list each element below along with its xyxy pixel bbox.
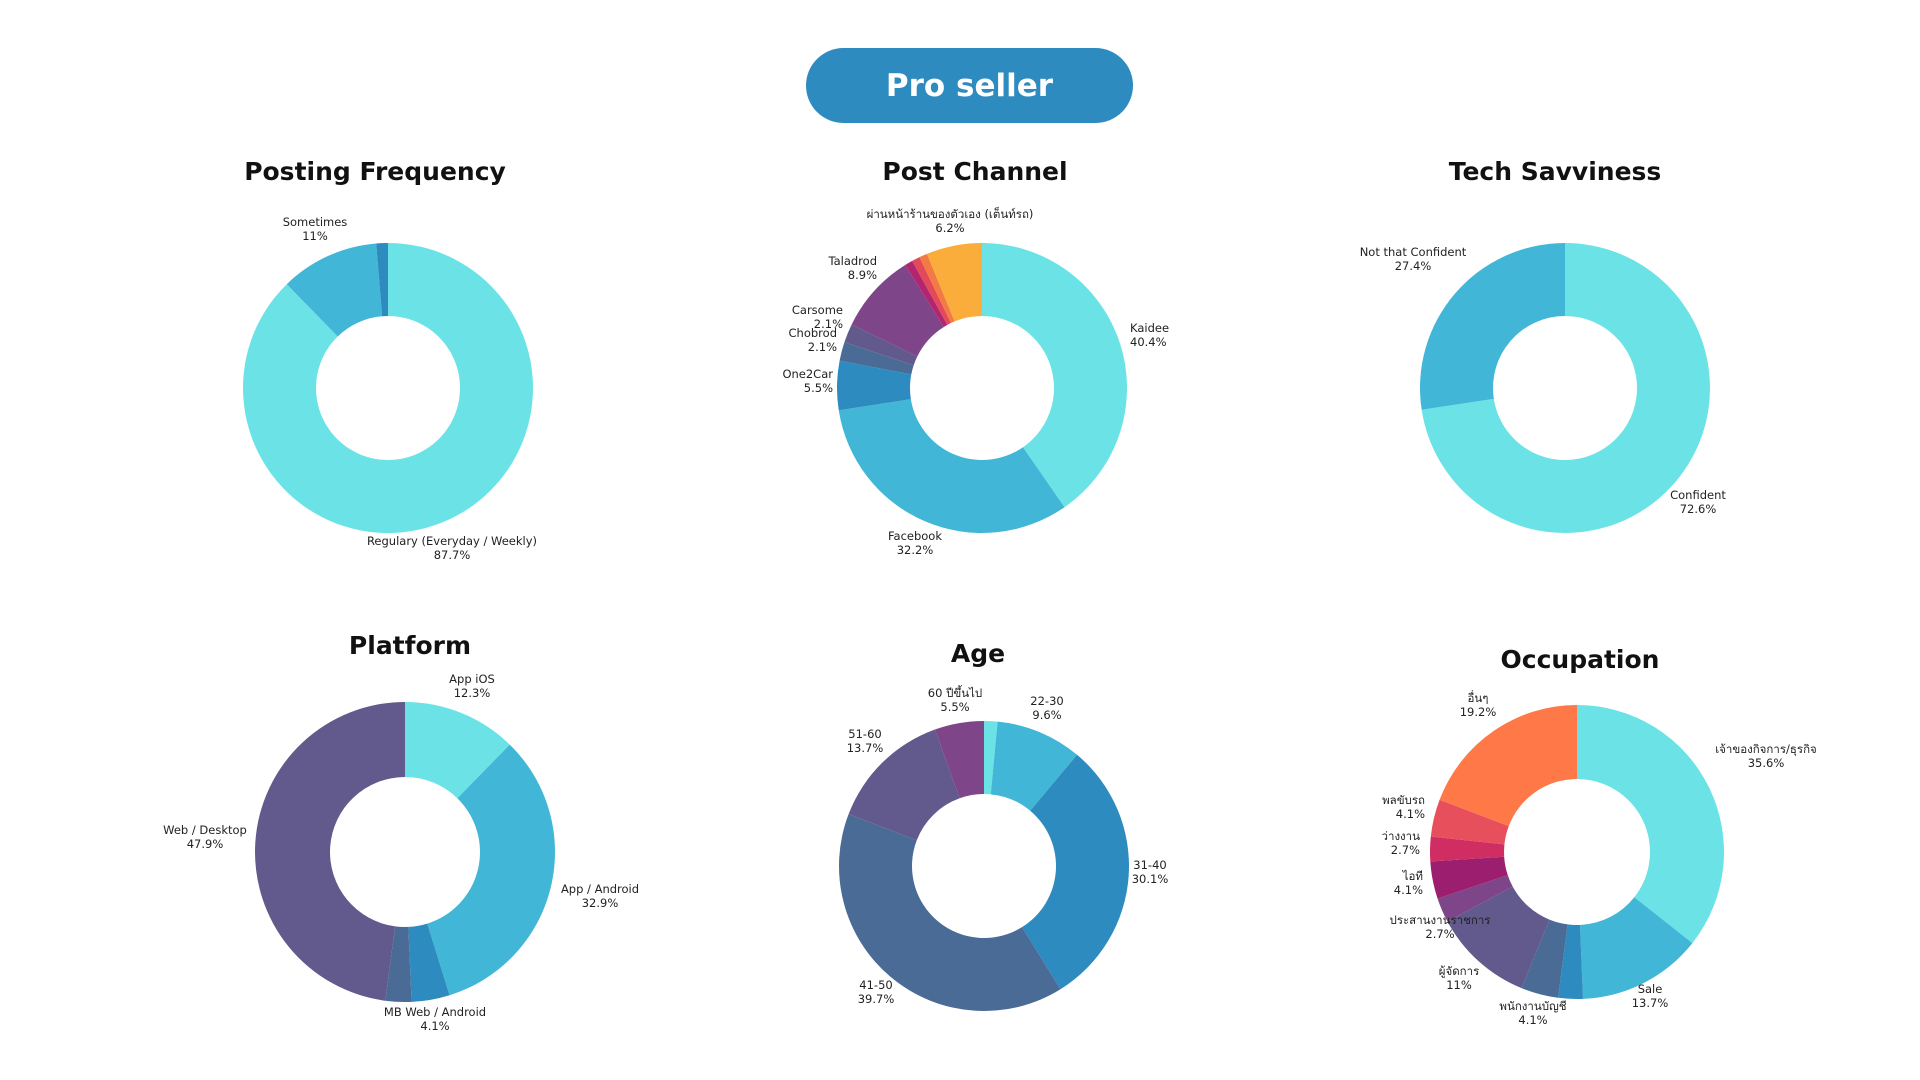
posting-frequency-title: Posting Frequency bbox=[244, 157, 506, 186]
post-channel-label-one2car: One2Car 5.5% bbox=[782, 367, 833, 395]
tech-savviness-label-confident: Confident 72.6% bbox=[1670, 488, 1726, 516]
platform-label-mb-web-android: MB Web / Android 4.1% bbox=[384, 1005, 486, 1033]
occupation-title: Occupation bbox=[1501, 645, 1660, 674]
occupation-chart: Occupation เจ้าของกิจการ/ธุรกิจ 35.6% Sale 1… bbox=[1382, 645, 1817, 1027]
platform-label-app-android: App / Android 32.9% bbox=[561, 882, 639, 910]
occupation-label-segment-3: พนักงานบัญชี 4.1% bbox=[1499, 999, 1566, 1027]
posting-frequency-label-regulary-everyday-weekly: Regulary (Everyday / Weekly) 87.7% bbox=[367, 534, 537, 562]
age-title: Age bbox=[951, 639, 1005, 668]
age-label-22-30: 22-30 9.6% bbox=[1030, 694, 1063, 722]
occupation-slice-segment-0 bbox=[1577, 705, 1724, 943]
tech-savviness-label-not-that-confident: Not that Confident 27.4% bbox=[1360, 245, 1467, 273]
post-channel-label-segment-9: ผ่านหน้าร้านของตัวเอง (เต็นท์รถ) 6.2% bbox=[867, 206, 1034, 235]
age-label-31-40: 31-40 30.1% bbox=[1132, 858, 1169, 886]
post-channel-label-taladrod: Taladrod 8.9% bbox=[827, 254, 877, 282]
platform-slice-web-desktop bbox=[255, 702, 405, 1001]
occupation-label-sale: Sale 13.7% bbox=[1632, 982, 1669, 1010]
platform-title: Platform bbox=[349, 631, 471, 660]
platform-label-app-ios: App iOS 12.3% bbox=[449, 672, 495, 700]
post-channel-slice-facebook bbox=[839, 399, 1065, 533]
post-channel-label-kaidee: Kaidee 40.4% bbox=[1130, 321, 1169, 349]
age-label-41-50: 41-50 39.7% bbox=[858, 978, 895, 1006]
age-chart: Age 22-30 9.6% 31-40 30.1% 41-50 39.7% 51-60 13.… bbox=[839, 639, 1168, 1011]
posting-frequency-chart: Posting Frequency Regulary (Everyday / We… bbox=[243, 157, 537, 562]
tech-savviness-chart: Tech Savviness Confident 72.6% Not that Con… bbox=[1360, 157, 1727, 533]
platform-label-web-desktop: Web / Desktop 47.9% bbox=[163, 823, 247, 851]
occupation-label-segment-4: ผู้จัดการ 11% bbox=[1439, 964, 1480, 992]
post-channel-title: Post Channel bbox=[882, 157, 1067, 186]
age-label-60: 60 ปีขึ้นไป 5.5% bbox=[928, 685, 982, 714]
tech-savviness-title: Tech Savviness bbox=[1449, 157, 1662, 186]
post-channel-label-facebook: Facebook 32.2% bbox=[888, 529, 942, 557]
occupation-label-segment-6: ไอที 4.1% bbox=[1394, 869, 1423, 897]
age-label-51-60: 51-60 13.7% bbox=[847, 727, 884, 755]
donut-charts-canvas: Posting Frequency Regulary (Everyday / We… bbox=[0, 0, 1920, 1080]
occupation-label-segment-7: ว่างงาน 2.7% bbox=[1382, 829, 1421, 857]
post-channel-chart: Post Channel Kaidee 40.4% Facebook 32.2% One2… bbox=[782, 157, 1169, 557]
occupation-label-segment-0: เจ้าของกิจการ/ธุรกิจ 35.6% bbox=[1715, 742, 1817, 770]
occupation-label-segment-9: อื่นๆ 19.2% bbox=[1460, 690, 1497, 719]
posting-frequency-label-sometimes: Sometimes 11% bbox=[283, 215, 348, 243]
tech-savviness-slice-not-that-confident bbox=[1420, 243, 1565, 410]
platform-chart: Platform App iOS 12.3% App / Android 32.9% MB… bbox=[163, 631, 639, 1033]
occupation-label-segment-8: พลขับรถ 4.1% bbox=[1382, 793, 1425, 821]
